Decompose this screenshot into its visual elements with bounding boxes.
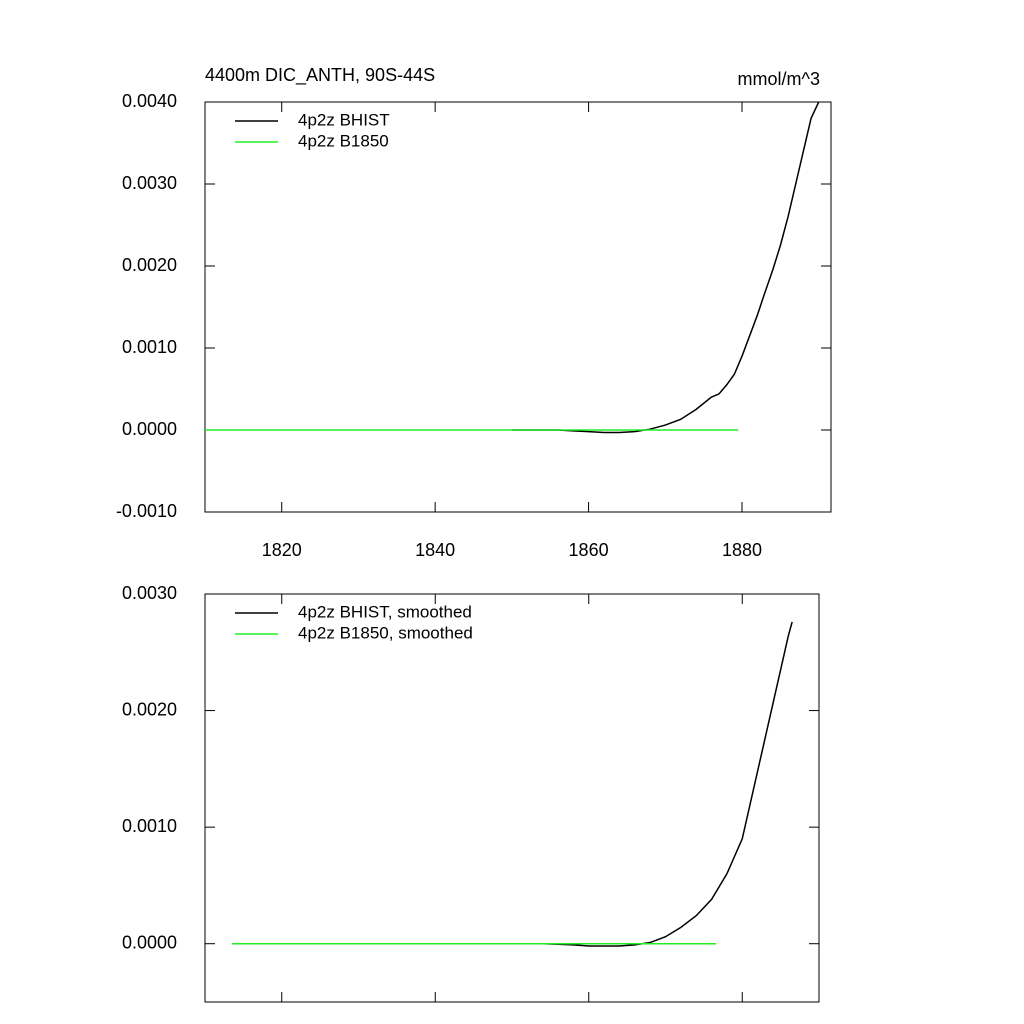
y-tick-label: 0.0040 — [122, 91, 177, 111]
plot-frame — [204, 101, 832, 513]
y-tick-label: 0.0010 — [122, 337, 177, 357]
y-tick-label: 0.0010 — [122, 816, 177, 836]
y-tick-label: -0.0010 — [116, 501, 177, 521]
x-tick-label: 1860 — [569, 540, 609, 560]
data-line — [511, 101, 820, 434]
y-tick-label: 0.0030 — [122, 173, 177, 193]
y-tick-label: 0.0020 — [122, 699, 177, 719]
y-tick-label: 0.0030 — [122, 583, 177, 603]
legend-label: 4p2z BHIST, smoothed — [298, 602, 472, 621]
y-tick-label: 0.0000 — [122, 419, 177, 439]
x-tick-label: 1880 — [722, 540, 762, 560]
x-tick-label: 1820 — [262, 540, 302, 560]
legend-label: 4p2z B1850 — [298, 131, 389, 150]
legend-label: 4p2z BHIST — [298, 110, 390, 129]
units-label: mmol/m^3 — [738, 69, 820, 89]
y-tick-label: 0.0020 — [122, 255, 177, 275]
x-tick-label: 1840 — [415, 540, 455, 560]
chart-title: 4400m DIC_ANTH, 90S-44S — [205, 65, 435, 86]
y-tick-label: 0.0000 — [122, 932, 177, 952]
legend-label: 4p2z B1850, smoothed — [298, 623, 473, 642]
plot-frame — [204, 593, 820, 1003]
data-line — [542, 621, 793, 947]
